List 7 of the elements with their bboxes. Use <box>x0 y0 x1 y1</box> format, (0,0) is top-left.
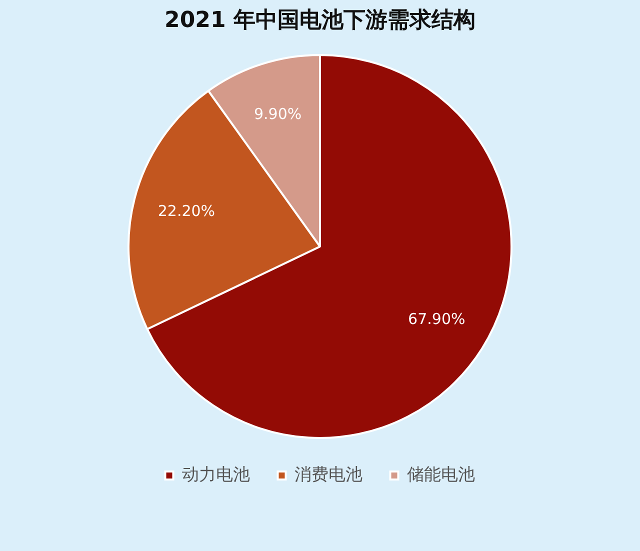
data-label: 67.90% <box>408 310 466 328</box>
legend-label: 动力电池 <box>182 464 250 485</box>
data-label: 22.20% <box>158 202 216 220</box>
legend-label: 储能电池 <box>406 464 475 485</box>
legend-label: 消费电池 <box>294 464 362 485</box>
data-label: 9.90% <box>254 105 302 124</box>
chart-title: 2021 年中国电池下游需求结构 <box>164 7 476 35</box>
